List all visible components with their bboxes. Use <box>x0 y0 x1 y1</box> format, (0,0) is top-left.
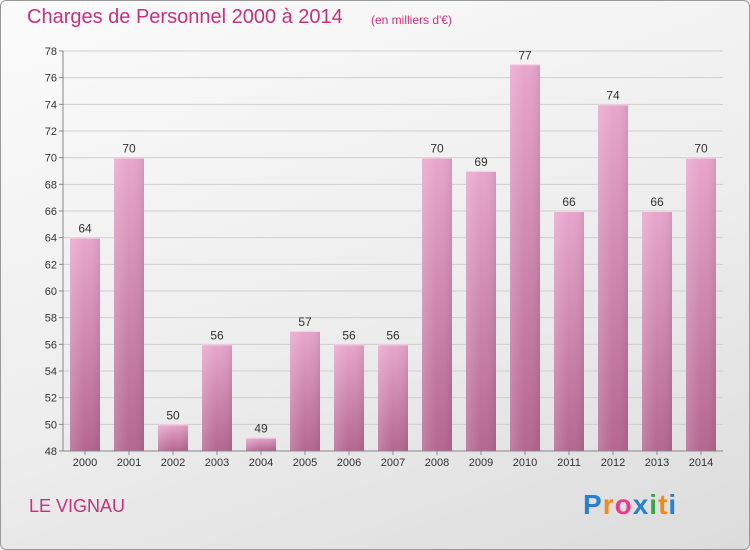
bar-value-label: 70 <box>694 142 708 156</box>
x-tick-label: 2006 <box>337 457 361 469</box>
proxiti-logo: Proxiti <box>583 489 677 521</box>
bar-value-label: 66 <box>562 195 576 209</box>
bar-value-label: 70 <box>122 142 136 156</box>
logo-letter: r <box>602 489 615 520</box>
y-tick-label: 62 <box>45 259 57 271</box>
y-tick-label: 48 <box>45 446 57 458</box>
x-tick-label: 2004 <box>249 457 273 469</box>
x-tick-label: 2012 <box>601 457 625 469</box>
x-tick-label: 2005 <box>293 457 317 469</box>
logo-letter: o <box>614 489 633 520</box>
y-tick-label: 54 <box>45 366 57 378</box>
x-tick-label: 2001 <box>117 457 141 469</box>
y-tick-label: 58 <box>45 313 57 325</box>
label-layer: 64 70 50 56 49 57 56 56 70 69 77 66 74 66 70 <box>78 48 708 435</box>
bar-shade <box>554 211 584 451</box>
chart-title: Charges de Personnel 2000 à 2014 <box>27 6 343 28</box>
x-tick-label: 2003 <box>205 457 229 469</box>
bar-shade <box>70 237 100 451</box>
bar-shade <box>686 157 716 451</box>
bar-shade <box>422 157 452 451</box>
y-tick-label: 76 <box>45 73 57 85</box>
logo-letter: i <box>668 489 678 520</box>
x-tick-label: 2013 <box>645 457 669 469</box>
bar-shade <box>114 157 144 451</box>
axis-layer: 48 50 52 54 56 58 60 62 64 66 68 70 72 74 76 78 2000 2001… <box>45 46 723 469</box>
bar-value-label: 56 <box>210 328 224 342</box>
bar-shade <box>290 331 320 451</box>
bar-shade <box>202 344 232 451</box>
y-tick-label: 60 <box>45 286 57 298</box>
x-tick-label: 2002 <box>161 457 185 469</box>
y-tick-label: 64 <box>45 233 57 245</box>
logo-letter: t <box>658 489 669 520</box>
y-tick-label: 70 <box>45 153 57 165</box>
bar-shade <box>334 344 364 451</box>
bar-shade <box>378 344 408 451</box>
logo-letter: x <box>632 489 650 520</box>
y-tick-label: 50 <box>45 419 57 431</box>
y-tick-label: 56 <box>45 339 57 351</box>
bar-shade <box>246 437 276 451</box>
bar-value-label: 56 <box>342 328 356 342</box>
bar-value-label: 74 <box>606 88 620 102</box>
x-tick-label: 2009 <box>469 457 493 469</box>
bar-shade <box>466 171 496 451</box>
bar-shade <box>598 104 628 451</box>
y-tick-label: 68 <box>45 179 57 191</box>
bar-value-label: 57 <box>298 315 312 329</box>
logo-letter: P <box>583 489 603 520</box>
y-tick-label: 66 <box>45 206 57 218</box>
logo-letter: i <box>649 489 659 520</box>
bar-value-label: 64 <box>78 222 92 236</box>
bar-value-label: 49 <box>254 422 268 436</box>
y-tick-label: 72 <box>45 126 57 138</box>
x-tick-label: 2007 <box>381 457 405 469</box>
chart-subtitle: (en milliers d'€) <box>371 13 452 27</box>
bar-value-label: 77 <box>518 48 532 62</box>
bar-shade <box>642 211 672 451</box>
x-tick-label: 2010 <box>513 457 537 469</box>
bar-value-label: 50 <box>166 408 180 422</box>
bar-shade <box>510 64 540 452</box>
commune-name: LE VIGNAU <box>29 496 126 516</box>
x-tick-label: 2014 <box>689 457 713 469</box>
x-tick-label: 2011 <box>557 457 581 469</box>
x-tick-label: 2008 <box>425 457 449 469</box>
y-tick-label: 74 <box>45 99 57 111</box>
bar-value-label: 66 <box>650 195 664 209</box>
bar-shade <box>158 424 188 451</box>
bar-value-label: 56 <box>386 328 400 342</box>
x-tick-label: 2000 <box>73 457 97 469</box>
y-tick-label: 52 <box>45 393 57 405</box>
bar-layer <box>70 64 716 452</box>
bar-value-label: 69 <box>474 155 488 169</box>
y-tick-label: 78 <box>45 46 57 58</box>
bar-value-label: 70 <box>430 142 444 156</box>
